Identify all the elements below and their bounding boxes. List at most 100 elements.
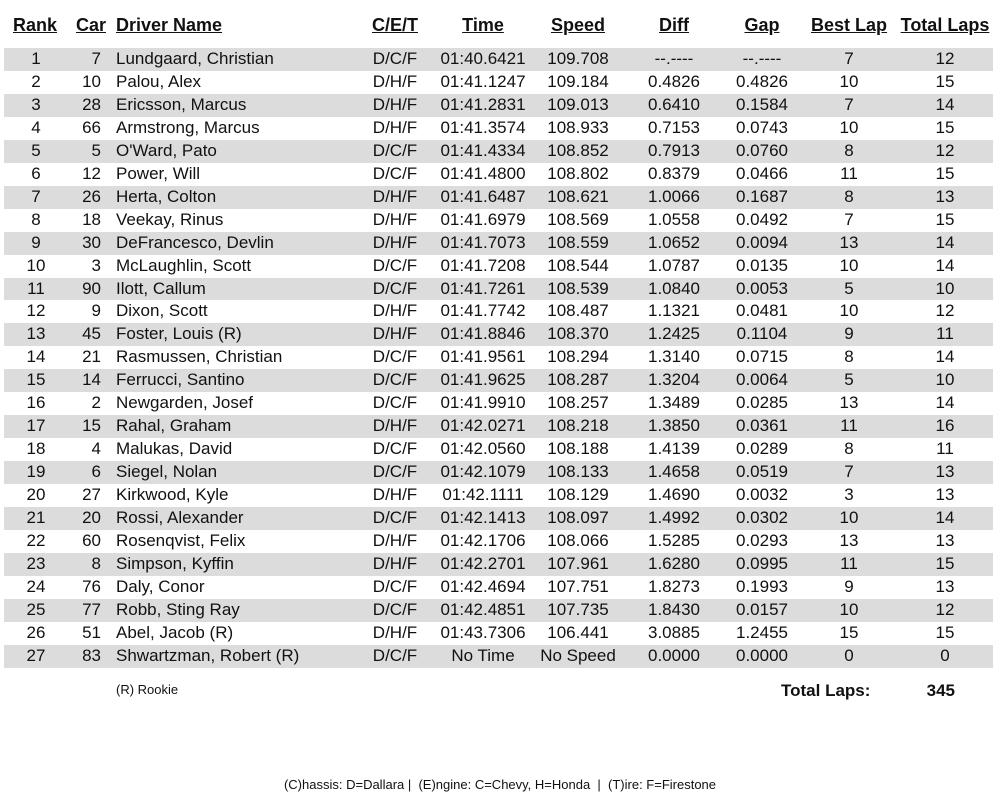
table-row: 22 60 Rosenqvist, Felix D/H/F 01:42.1706 108.…: [4, 530, 993, 553]
cell-diff: 0.6410: [648, 94, 700, 114]
header-driver-name[interactable]: Driver Name: [116, 15, 223, 35]
cell-cet: D/C/F: [372, 645, 418, 665]
cell-speed: 106.441: [547, 622, 609, 642]
cell-driver-name: Lundgaard, Christian: [116, 49, 274, 68]
table-row: 23 8 Simpson, Kyffin D/H/F 01:42.2701 107.961…: [4, 552, 993, 576]
table-row: 12 9 Dixon, Scott D/H/F 01:41.7742 108.487 1.1…: [4, 300, 993, 323]
cell-speed: 108.487: [547, 301, 609, 321]
table-row: 20 27 Kirkwood, Kyle D/H/F 01:42.1111 108.129…: [4, 484, 993, 507]
cell-cet: D/H/F: [372, 209, 418, 229]
cell-total-laps: 13: [935, 531, 955, 551]
cell-gap: 0.0361: [736, 416, 788, 436]
cell-rank: 20: [26, 485, 46, 505]
table-row: 24 76 Daly, Conor D/C/F 01:42.4694 107.751 1.8…: [4, 576, 993, 599]
header-car[interactable]: Car: [76, 15, 107, 35]
table-row: 21 20 Rossi, Alexander D/C/F 01:42.1413 108.0…: [4, 507, 993, 531]
cell-diff: 1.2425: [648, 324, 700, 344]
table-row: 11 90 Ilott, Callum D/C/F 01:41.7261 108.539 1…: [4, 277, 993, 301]
header-speed[interactable]: Speed: [550, 15, 606, 35]
cell-total-laps: 14: [935, 508, 955, 528]
cell-cet: D/C/F: [372, 439, 418, 459]
total-laps-value: 345: [926, 681, 955, 700]
cell-total-laps: 11: [936, 439, 954, 459]
cell-rank: 18: [26, 439, 46, 459]
cell-gap: 0.0492: [736, 209, 788, 229]
cell-time: 01:41.2831: [440, 94, 526, 114]
rookie-note: (R) Rookie: [116, 682, 179, 697]
table-row: 10 3 McLaughlin, Scott D/C/F 01:41.7208 108.5…: [4, 255, 993, 278]
cell-car: 26: [82, 186, 101, 206]
cell-rank: 23: [26, 553, 46, 573]
cell-rank: 16: [26, 393, 46, 413]
header-best-lap[interactable]: Best Lap: [810, 15, 888, 35]
cell-rank: 6: [31, 163, 41, 183]
cell-car: 77: [82, 599, 101, 619]
cell-cet: D/H/F: [372, 622, 418, 642]
header-diff[interactable]: Diff: [659, 15, 689, 35]
cell-driver-name: Kirkwood, Kyle: [116, 485, 229, 505]
cell-driver-name: Rosenqvist, Felix: [116, 531, 246, 551]
cell-speed: 108.569: [547, 209, 609, 229]
header-time[interactable]: Time: [462, 15, 504, 35]
table-row: 2 10 Palou, Alex D/H/F 01:41.1247 109.184 0.48…: [4, 71, 993, 94]
cell-total-laps: 10: [935, 278, 955, 298]
cell-driver-name: O'Ward, Pato: [116, 140, 217, 160]
cell-rank: 15: [26, 370, 46, 390]
cell-rank: 22: [26, 531, 46, 551]
cell-driver-name: Herta, Colton: [116, 186, 217, 206]
cell-rank: 7: [31, 186, 41, 206]
cell-driver-name: Simpson, Kyffin: [116, 553, 234, 573]
cell-diff: 1.4139: [648, 439, 700, 459]
cell-total-laps: 14: [935, 347, 955, 367]
cell-cet: D/H/F: [372, 301, 418, 321]
cell-car: 5: [91, 140, 101, 160]
cell-car: 3: [91, 255, 101, 275]
cell-rank: 8: [31, 209, 41, 229]
cell-total-laps: 13: [935, 485, 955, 505]
cell-car: 6: [91, 462, 101, 482]
cell-cet: D/H/F: [372, 117, 418, 137]
table-row: 17 15 Rahal, Graham D/H/F 01:42.0271 108.218 1…: [4, 415, 993, 439]
header-total-laps[interactable]: Total Laps: [900, 15, 990, 35]
cell-gap: 0.0285: [736, 393, 788, 413]
cell-diff: --.----: [654, 49, 694, 68]
cell-driver-name: Daly, Conor: [116, 576, 205, 596]
cell-total-laps: 15: [935, 71, 955, 91]
cell-best-lap: 7: [844, 209, 854, 229]
header-rank[interactable]: Rank: [13, 15, 58, 35]
table-row: 16 2 Newgarden, Josef D/C/F 01:41.9910 108.25…: [4, 392, 993, 415]
cell-best-lap: 10: [839, 599, 859, 619]
cell-cet: D/H/F: [372, 232, 418, 252]
cell-cet: D/H/F: [372, 531, 418, 551]
cell-gap: 0.0135: [736, 255, 788, 275]
cell-best-lap: 3: [844, 485, 854, 505]
cell-diff: 1.3204: [648, 370, 700, 390]
cell-best-lap: 13: [839, 232, 859, 252]
cell-total-laps: 10: [935, 370, 955, 390]
cell-car: 8: [91, 553, 101, 573]
header-cet[interactable]: C/E/T: [371, 15, 419, 35]
cell-best-lap: 13: [839, 393, 859, 413]
table-row: 15 14 Ferrucci, Santino D/C/F 01:41.9625 108.…: [4, 369, 993, 393]
cell-diff: 0.8379: [648, 163, 700, 183]
cell-car: 90: [82, 278, 101, 298]
cell-cet: D/C/F: [372, 599, 418, 619]
cell-driver-name: Malukas, David: [116, 439, 233, 459]
cell-cet: D/C/F: [372, 278, 418, 298]
cell-driver-name: Rossi, Alexander: [116, 508, 244, 528]
table-row: 27 83 Shwartzman, Robert (R) D/C/F No Time No…: [4, 644, 993, 668]
cell-cet: D/H/F: [372, 324, 418, 344]
cell-total-laps: 15: [935, 209, 955, 229]
cell-car: 45: [82, 324, 101, 344]
cell-time: 01:41.7742: [440, 301, 526, 321]
cell-gap: --.----: [742, 49, 782, 68]
cell-cet: D/H/F: [372, 186, 418, 206]
header-gap[interactable]: Gap: [744, 15, 780, 35]
cell-time: 01:42.1413: [440, 508, 526, 528]
cell-car: 2: [91, 393, 101, 413]
cell-car: 83: [82, 645, 101, 665]
cell-cet: D/C/F: [372, 163, 418, 183]
cell-diff: 3.0885: [648, 622, 700, 642]
cell-rank: 4: [31, 117, 41, 137]
cell-diff: 0.7153: [648, 117, 700, 137]
